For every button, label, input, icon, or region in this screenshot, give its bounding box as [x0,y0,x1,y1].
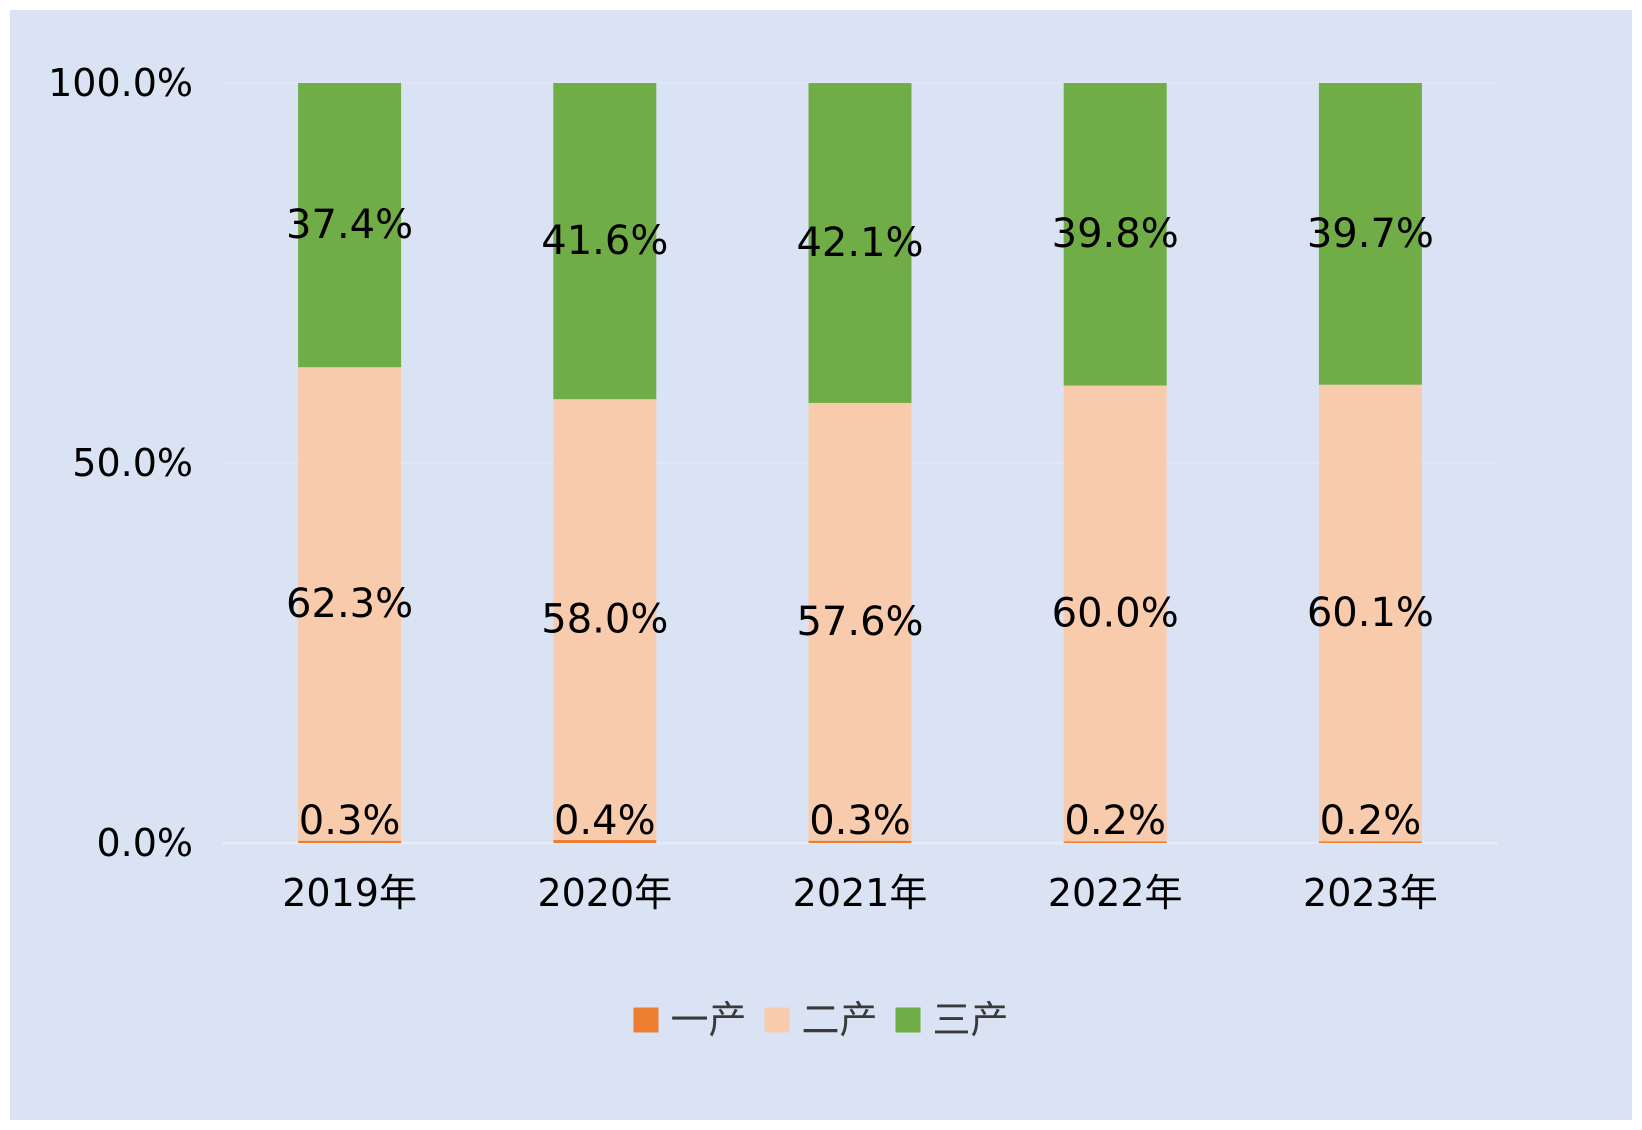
y-axis: 0.0% 50.0% 100.0% [48,61,193,865]
bar-segment-三产 [1063,83,1167,386]
legend-swatch [764,1007,790,1033]
legend-item-二产: 二产 [764,998,878,1042]
bars [298,83,1422,843]
stacked-bar-chart: 0.3% 62.3% 37.4% 0.4% 58.0% 41.6% 0.3% 57.6% 42.… [48,61,1498,1042]
legend-label: 一产 [670,998,746,1042]
bar-segment-二产 [298,367,402,841]
y-tick-label: 0.0% [96,821,193,865]
y-tick-label: 100.0% [48,61,193,105]
data-label-二产: 57.6% [796,599,923,645]
bar-segment-三产 [298,83,402,368]
x-tick-label: 2020年 [537,871,672,915]
legend-item-一产: 一产 [633,998,746,1042]
legend-swatch [633,1007,659,1033]
legend-label: 三产 [933,998,1009,1042]
x-axis: 2019年 2020年 2021年 2022年 2023年 [282,871,1438,915]
y-tick-label: 50.0% [72,441,193,485]
data-label-一产: 0.4% [554,798,656,844]
bar-segment-一产 [808,840,912,843]
bar-segment-二产 [1063,385,1167,842]
x-tick-label: 2022年 [1048,871,1183,915]
data-label-一产: 0.2% [1064,798,1166,844]
bar-segment-一产 [1063,841,1167,843]
data-label-三产: 37.4% [286,202,413,248]
legend: 一产 二产 三产 [633,998,1009,1042]
bar-segment-二产 [808,402,912,841]
bar-segment-二产 [1318,384,1422,842]
data-label-三产: 42.1% [796,220,923,266]
chart-panel: 0.3% 62.3% 37.4% 0.4% 58.0% 41.6% 0.3% 57.6% 42.… [10,10,1632,1120]
data-label-一产: 0.3% [299,798,401,844]
legend-item-三产: 三产 [895,998,1009,1042]
data-label-二产: 60.1% [1307,590,1434,636]
bar-segment-一产 [553,839,657,843]
x-tick-label: 2019年 [282,871,417,915]
data-label-二产: 62.3% [286,581,413,627]
bar-segment-三产 [1318,83,1422,385]
bar-segment-一产 [1318,841,1422,843]
data-label-二产: 60.0% [1052,590,1179,636]
data-label-一产: 0.2% [1320,798,1422,844]
data-labels: 0.3% 62.3% 37.4% 0.4% 58.0% 41.6% 0.3% 57.6% 42.… [286,202,1434,844]
bar-segment-三产 [553,83,657,400]
data-label-一产: 0.3% [809,798,911,844]
x-tick-label: 2023年 [1303,871,1438,915]
bar-segment-一产 [298,840,402,843]
legend-label: 二产 [801,998,877,1042]
data-label-三产: 39.8% [1052,211,1179,257]
data-label-三产: 41.6% [541,218,668,264]
x-tick-label: 2021年 [793,871,928,915]
bar-segment-二产 [553,399,657,840]
legend-swatch [895,1007,921,1033]
data-label-二产: 58.0% [541,597,668,643]
bar-segment-三产 [808,83,912,403]
data-label-三产: 39.7% [1307,211,1434,257]
